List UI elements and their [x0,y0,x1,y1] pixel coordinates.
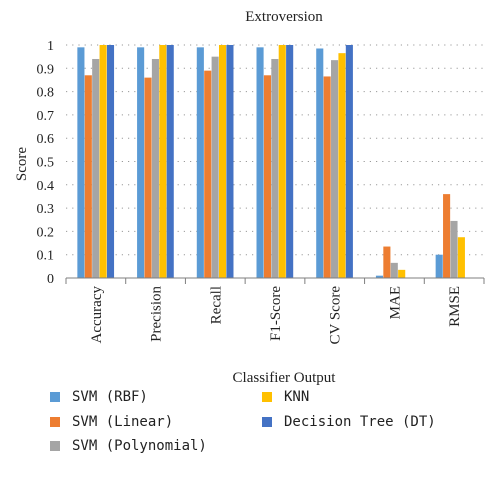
y-tick-label: 0.9 [37,62,55,77]
y-tick-label: 0.8 [37,86,55,101]
bar-svm-rbf-precision [137,47,145,278]
bar-svm-linear-accuracy [84,75,92,278]
bar-decision-tree-dt-precision [166,45,174,278]
y-axis-label: Score [14,147,30,181]
y-tick-label: 0.1 [37,249,55,264]
bar-svm-rbf-f1-score [256,47,264,278]
x-tick-label: Accuracy [89,286,105,344]
bar-svm-polynomial-accuracy [92,58,100,279]
x-tick-label: RMSE [447,286,463,327]
y-tick-label: 0.7 [37,109,55,124]
bar-svm-linear-precision [144,77,152,279]
y-tick-label: 0.2 [37,225,55,240]
x-tick-label: Recall [208,286,224,324]
bar-svm-rbf-recall [196,47,204,278]
x-tick-label: Precision [149,286,165,342]
bar-svm-polynomial-f1-score [271,58,279,279]
axes: 0 0.1 0.2 0.3 0.4 0.5 0.6 0.7 0.8 0.9 1 Accuracy Pre… [37,39,485,344]
bar-svm-rbf-rmse [435,254,443,278]
bar-knn-mae [398,269,406,278]
x-tick-label: CV Score [328,286,344,345]
bar-svm-linear-mae [383,246,391,278]
bar-knn-cv-score [338,53,346,278]
bar-svm-rbf-cv-score [316,48,324,279]
bar-svm-polynomial-precision [151,58,159,279]
bar-svm-linear-recall [204,70,212,278]
y-tick-label: 0.4 [37,179,55,194]
y-tick-label: 0.5 [37,156,55,171]
y-tick-label: 1 [47,39,54,54]
bar-svm-linear-rmse [443,194,451,278]
bar-decision-tree-dt-recall [226,45,234,278]
bar-decision-tree-dt-accuracy [106,45,115,278]
bar-knn-f1-score [278,45,286,278]
bar-svm-linear-cv-score [323,76,331,278]
y-tick-label: 0.6 [37,132,55,147]
bar-svm-linear-f1-score [263,75,271,278]
x-tick-label: MAE [387,286,403,319]
bar-knn-accuracy [99,45,107,278]
y-tick-label: 0 [47,272,54,287]
bar-svm-polynomial-rmse [450,220,458,278]
gridlines [66,44,484,256]
bar-svm-rbf-accuracy [77,47,85,278]
bar-decision-tree-dt-cv-score [345,45,353,278]
bar-knn-rmse [457,237,465,278]
bar-svm-polynomial-cv-score [331,60,339,278]
y-tick-label: 0.3 [37,202,55,217]
bar-knn-recall [218,45,227,278]
bar-svm-polynomial-recall [211,56,219,279]
x-axis-label: Classifier Output [233,370,337,386]
bar-svm-polynomial-mae [390,262,398,278]
bars [77,45,465,279]
bar-svm-rbf-mae [375,275,384,278]
bar-decision-tree-dt-f1-score [286,45,294,278]
chart-title: Extroversion [245,9,323,25]
bar-knn-precision [159,45,167,278]
x-tick-label: F1-Score [268,286,284,341]
